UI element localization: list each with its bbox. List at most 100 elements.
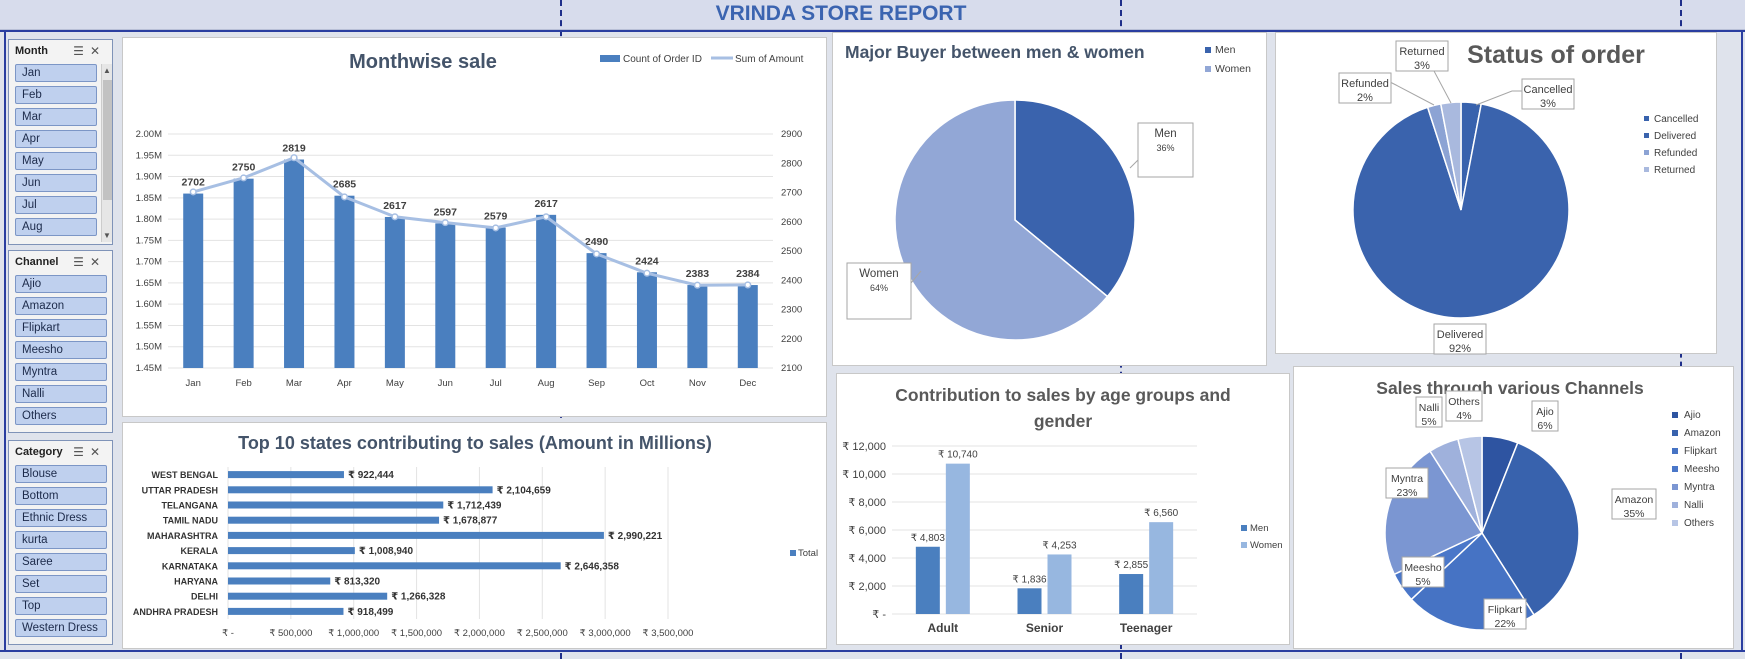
y-tick-label: ₹ 2,000 bbox=[848, 581, 886, 593]
bar-apr bbox=[334, 195, 355, 368]
category-slicer-header: Category bbox=[15, 446, 63, 458]
gender-pie-chart[interactable]: Major Buyer between men & women Men Women M… bbox=[832, 32, 1267, 366]
month-slicer-item-mar[interactable]: Mar bbox=[15, 108, 97, 126]
legend-swatch-total bbox=[790, 550, 796, 556]
month-slicer-item-feb[interactable]: Feb bbox=[15, 86, 97, 104]
multi-select-icon[interactable]: ☰ bbox=[73, 255, 90, 269]
data-label: ₹ 2,855 bbox=[1114, 560, 1149, 571]
callout-leader-women bbox=[910, 270, 922, 284]
category-slicer-item-top[interactable]: Top bbox=[15, 597, 107, 615]
slicer-tools[interactable]: ☰✕ bbox=[73, 445, 106, 459]
month-slicer-item-may[interactable]: May bbox=[15, 152, 97, 170]
line-point-may bbox=[391, 213, 399, 221]
month-slicer-item-jul[interactable]: Jul bbox=[15, 196, 97, 214]
scroll-thumb[interactable] bbox=[103, 80, 112, 200]
category-slicer-item-blouse[interactable]: Blouse bbox=[15, 465, 107, 483]
month-slicer[interactable]: Month ☰✕ Jan Feb Mar Apr May Jun Jul Aug ▲ ▼ bbox=[8, 39, 113, 245]
x-tick-label: Sep bbox=[588, 378, 605, 389]
category-slicer-item-set[interactable]: Set bbox=[15, 575, 107, 593]
channel-slicer-item-others[interactable]: Others bbox=[15, 407, 107, 425]
category-slicer-item-saree[interactable]: Saree bbox=[15, 553, 107, 571]
data-label: ₹ 922,444 bbox=[348, 470, 394, 481]
clear-filter-icon[interactable]: ✕ bbox=[89, 255, 106, 269]
callout-women-name: Women bbox=[859, 268, 898, 280]
clear-filter-icon[interactable]: ✕ bbox=[89, 445, 106, 459]
y2-tick-label: 2200 bbox=[781, 334, 802, 345]
y2-tick-label: 2500 bbox=[781, 246, 802, 257]
legend-swatch-women bbox=[1205, 66, 1211, 72]
data-label: 2617 bbox=[383, 200, 407, 212]
bar-adult-men bbox=[915, 546, 940, 614]
category-slicer-item-ethnic-dress[interactable]: Ethnic Dress bbox=[15, 509, 107, 527]
channel-slicer-item-myntra[interactable]: Myntra bbox=[15, 363, 107, 381]
legend-swatch-amazon bbox=[1672, 430, 1678, 436]
x-tick-label: ₹ 2,000,000 bbox=[454, 628, 505, 639]
x-tick-label: Feb bbox=[235, 378, 251, 389]
month-slicer-item-aug[interactable]: Aug bbox=[15, 218, 97, 236]
x-tick-label: Senior bbox=[1026, 621, 1064, 635]
top-states-chart[interactable]: Top 10 states contributing to sales (Amo… bbox=[122, 422, 827, 649]
channel-slicer-item-flipkart[interactable]: Flipkart bbox=[15, 319, 107, 337]
channel-slicer-item-nalli[interactable]: Nalli bbox=[15, 385, 107, 403]
month-slicer-item-jan[interactable]: Jan bbox=[15, 64, 97, 82]
chart-title-line-2: gender bbox=[1034, 411, 1093, 431]
category-slicer-item-bottom[interactable]: Bottom bbox=[15, 487, 107, 505]
x-tick-label: Adult bbox=[928, 621, 959, 635]
multi-select-icon[interactable]: ☰ bbox=[73, 44, 90, 58]
y-tick-label: ₹ 8,000 bbox=[848, 497, 886, 509]
x-tick-label: Jan bbox=[186, 378, 201, 389]
callout-cancelled-name: Cancelled bbox=[1524, 84, 1573, 96]
month-slicer-scrollbar[interactable]: ▲ ▼ bbox=[101, 64, 112, 242]
slicer-tools[interactable]: ☰✕ bbox=[73, 255, 106, 269]
y2-tick-label: 2400 bbox=[781, 275, 802, 286]
callout-others-value: 4% bbox=[1456, 410, 1471, 422]
callout-cancelled-box bbox=[1521, 78, 1575, 110]
frame-left bbox=[4, 30, 6, 652]
channels-pie-svg: Sales through various Channels Ajio Amazon… bbox=[1376, 378, 1721, 631]
x-tick-label: ₹ 1,000,000 bbox=[328, 628, 379, 639]
data-label: 2617 bbox=[534, 198, 558, 210]
bar-uttar-pradesh bbox=[228, 486, 493, 494]
slicer-tools[interactable]: ☰✕ bbox=[73, 44, 106, 58]
channel-slicer-item-amazon[interactable]: Amazon bbox=[15, 297, 107, 315]
multi-select-icon[interactable]: ☰ bbox=[73, 445, 90, 459]
category-slicer-item-western-dress[interactable]: Western Dress bbox=[15, 619, 107, 637]
scroll-up-icon[interactable]: ▲ bbox=[103, 66, 111, 75]
y-tick-label: ₹ - bbox=[872, 609, 886, 621]
category-slicer-item-kurta[interactable]: kurta bbox=[15, 531, 107, 549]
callout-meesho-box bbox=[1401, 556, 1445, 588]
month-slicer-item-jun[interactable]: Jun bbox=[15, 174, 97, 192]
pie-slice-delivered bbox=[1352, 103, 1570, 319]
line-point-dec bbox=[744, 281, 752, 289]
chart-title: Monthwise sale bbox=[349, 51, 497, 73]
month-slicer-item-apr[interactable]: Apr bbox=[15, 130, 97, 148]
callout-amazon-name: Amazon bbox=[1615, 494, 1654, 506]
callout-leader-cancelled bbox=[1475, 90, 1522, 106]
pie-slice-men bbox=[1014, 99, 1136, 298]
category-label: KERALA bbox=[181, 546, 219, 556]
data-label: ₹ 1,712,439 bbox=[447, 501, 502, 512]
callout-men-box bbox=[1137, 122, 1194, 178]
data-label: 2383 bbox=[686, 268, 710, 280]
channel-slicer[interactable]: Channel ☰✕ Ajio Amazon Flipkart Meesho Myntr… bbox=[8, 250, 113, 433]
clear-filter-icon[interactable]: ✕ bbox=[89, 44, 106, 58]
channel-slicer-item-meesho[interactable]: Meesho bbox=[15, 341, 107, 359]
age-gender-chart[interactable]: Contribution to sales by age groups and g… bbox=[836, 373, 1290, 645]
callout-myntra-box bbox=[1385, 467, 1429, 499]
x-tick-label: Apr bbox=[337, 378, 352, 389]
bar-dec bbox=[737, 285, 758, 368]
data-label: 2579 bbox=[484, 211, 508, 223]
channels-pie-chart[interactable]: Sales through various Channels Ajio Amazon… bbox=[1293, 366, 1734, 649]
callout-leader-returned bbox=[1433, 70, 1452, 104]
callout-men-name: Men bbox=[1154, 128, 1176, 140]
callout-refunded-box bbox=[1338, 72, 1392, 104]
category-slicer[interactable]: Category ☰✕ Blouse Bottom Ethnic Dress kurt… bbox=[8, 440, 113, 645]
channel-slicer-item-ajio[interactable]: Ajio bbox=[15, 275, 107, 293]
data-label: ₹ 918,499 bbox=[347, 607, 393, 618]
callout-delivered-box bbox=[1433, 323, 1487, 355]
data-label: ₹ 1,836 bbox=[1012, 574, 1047, 585]
monthwise-sale-chart[interactable]: Monthwise sale Count of Order ID Sum of Am… bbox=[122, 37, 827, 417]
callout-flipkart-box bbox=[1483, 598, 1527, 630]
status-pie-chart[interactable]: Status of order Cancelled Delivered Refunde… bbox=[1275, 32, 1717, 355]
scroll-down-icon[interactable]: ▼ bbox=[103, 231, 111, 240]
